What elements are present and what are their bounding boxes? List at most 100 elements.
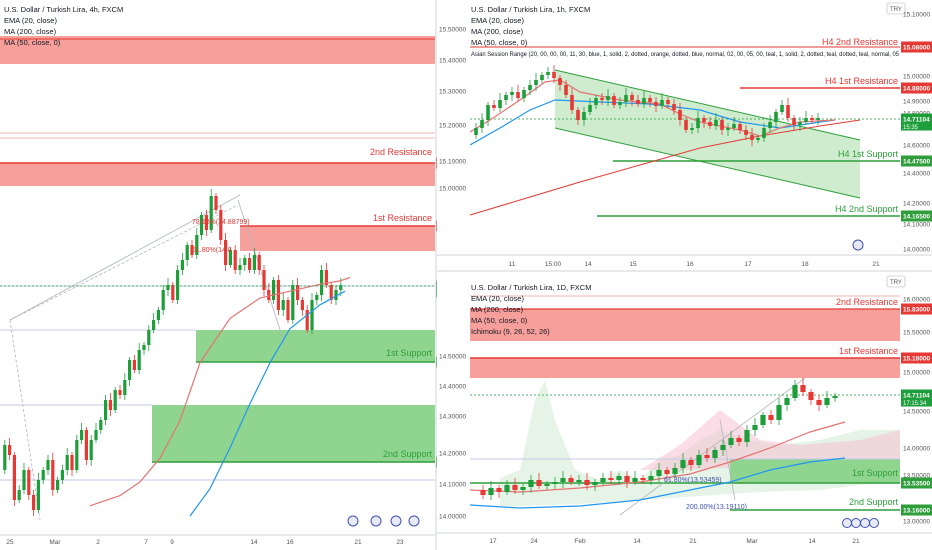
bottom-time-axis[interactable]: 17 24 Feb 14 21 Mar 14 21 [489, 538, 860, 545]
left-candle [118, 390, 122, 395]
left-candle [305, 310, 309, 330]
bottom-indicator-ichimoku: Ichimoku (9, 26, 52, 26) [471, 327, 550, 336]
left-candle [320, 270, 324, 295]
bottom-left-price-label: 14.00000 [439, 514, 466, 521]
top-left-price-label: 15.00000 [439, 186, 466, 193]
bottom-price-tag-text: 15.18000 [903, 356, 930, 363]
bottom-candle [496, 488, 502, 492]
left-candle [296, 285, 300, 300]
bottom-candle [800, 385, 806, 392]
top-left-price-axis[interactable]: 15.50000 15.40000 15.30000 15.20000 15.10000… [439, 27, 466, 193]
left-time-label: 21 [354, 539, 362, 546]
left-candle [300, 300, 304, 310]
left-time-label: 9 [170, 539, 174, 546]
left-res1-label: 1st Resistance [373, 213, 432, 223]
left-candle [248, 258, 252, 270]
left-candle [142, 345, 146, 350]
left-candle [257, 255, 261, 270]
left-candle [291, 285, 295, 320]
left-res2-label: 2nd Resistance [370, 147, 432, 157]
left-time-label: 23 [396, 539, 404, 546]
bottom-right-chart[interactable]: 2nd Resistance 1st Resistance 1st Suppor… [437, 272, 932, 550]
top-indicator-ema: EMA (20, close) [471, 16, 524, 25]
bottom-time-label: 14 [633, 538, 641, 545]
left-candle [219, 210, 223, 240]
top-price-tag-text: 14.71104 [903, 117, 930, 124]
left-candle [204, 215, 208, 230]
left-candle [51, 460, 55, 490]
bottom-price-axis[interactable]: 16.00000 15.83000 15.50000 15.18000 15.00000… [901, 297, 932, 526]
bottom-candle [728, 438, 734, 445]
top-candle [798, 122, 802, 125]
bottom-candle [520, 487, 526, 490]
bottom-time-label: 21 [852, 538, 860, 545]
top-price-axis[interactable]: 15.10000 15.08000 15.00000 14.90000 14.88000… [901, 12, 932, 254]
top-candle [768, 122, 772, 128]
left-candle [46, 460, 50, 470]
top-candle [546, 72, 550, 75]
top-ema-line [470, 79, 836, 137]
left-candle [65, 455, 69, 470]
bottom-price-tag-text: 14.71104 [903, 393, 930, 400]
top-candle [654, 102, 658, 106]
bottom-candle [696, 455, 702, 465]
top-candle [534, 80, 538, 85]
left-candle [3, 445, 7, 470]
bottom-candle [576, 480, 582, 482]
top-time-label: 15 [629, 261, 637, 268]
top-candle [624, 95, 628, 102]
top-candle [696, 118, 700, 128]
top-candle [510, 92, 514, 95]
top-candle [810, 118, 814, 120]
top-price-tag-last [901, 113, 932, 131]
bottom-sup1-label: 1st Support [852, 468, 899, 478]
left-sup2-label: 2nd Support [383, 449, 433, 459]
bottom-time-label: Mar [746, 538, 758, 545]
bottom-candle [816, 400, 822, 405]
left-candle [80, 430, 84, 440]
left-chart[interactable]: 2nd Resistance 1st Resistance 1st Suppor… [0, 0, 472, 550]
top-price-label: 14.60000 [903, 143, 930, 150]
top-price-label: 15.00000 [903, 74, 930, 81]
left-time-label: 7 [144, 539, 148, 546]
top-candle [786, 105, 790, 118]
bottom-fib-200-label: 200.00%(13.19110) [686, 504, 747, 511]
bottom-res2-zone [470, 309, 900, 341]
top-price-tag-res [901, 82, 932, 94]
top-left-price-label: 15.10000 [439, 159, 466, 166]
left-sup2-zone [152, 405, 435, 462]
left-candle [152, 320, 156, 330]
bottom-time-label: 24 [530, 538, 538, 545]
top-ma200-line [470, 119, 861, 216]
top-candle [486, 105, 490, 120]
bottom-price-label: 13.00000 [903, 519, 930, 526]
left-time-axis[interactable]: 25 Mar 2 7 9 14 16 21 23 [6, 539, 404, 546]
top-left-price-label: 15.50000 [439, 27, 466, 34]
left-res1-zone [240, 226, 435, 251]
bottom-left-price-axis[interactable]: 14.50000 14.40000 14.30000 14.20000 14.10000… [439, 354, 466, 521]
left-sup1-label: 1st Support [386, 348, 433, 358]
top-time-axis[interactable]: 11 15:00 14 15 16 17 18 21 [509, 261, 880, 268]
top-indicator-asian-session: Asian Session Range (20, 00, 00, 00, 11,… [471, 51, 899, 58]
bottom-price-tag-res [901, 303, 932, 315]
top-right-chart[interactable]: H4 2nd Resistance H4 1st Resistance H4 1… [437, 0, 932, 270]
bottom-fib-618-label: 61.80%(13.53459) [664, 477, 722, 484]
bottom-time-label: 14 [808, 538, 816, 545]
top-price-tag-text: 14.16500 [903, 214, 930, 221]
top-candle [630, 95, 634, 100]
top-candle [744, 130, 748, 135]
bottom-candle [640, 478, 646, 480]
bottom-sup1-zone [730, 459, 900, 483]
bottom-fib-trend-2 [719, 419, 736, 501]
top-h4-res2-label: H4 2nd Resistance [822, 37, 898, 47]
left-candle [123, 380, 127, 395]
top-indicator-ma200: MA (200, close) [471, 27, 524, 36]
bottom-last-time: 17:15:34 [903, 401, 927, 407]
left-candle [128, 360, 132, 380]
left-candle [243, 258, 247, 265]
top-candle [564, 85, 568, 95]
bottom-candle [712, 450, 718, 458]
top-candle [660, 100, 664, 106]
left-candle [252, 255, 256, 270]
left-candle [190, 245, 194, 255]
